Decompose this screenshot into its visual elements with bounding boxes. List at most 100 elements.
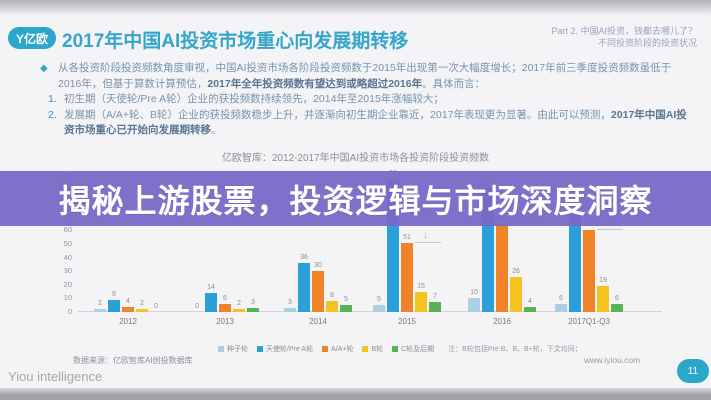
paragraph-text: 2017年全年投资频数有望达到或略超过2016年 [207,77,423,90]
paragraph-text: 。具体而言： [422,77,486,90]
yiou-logo: Y亿欧 [8,27,56,49]
y-axis-tick-label: 20 [63,279,72,289]
paragraph-text: 2017年中国AI投资市场重心已开始向发展期转移 [64,108,687,137]
bar [373,305,385,312]
bar [326,301,338,312]
legend-label: 天使轮/Pre A轮 [266,346,314,353]
bar [468,298,480,312]
legend-swatch [362,346,369,352]
page-number: 11 [687,365,699,377]
paragraph-text: 发展期（A/A+轮、B轮）企业的获投频数稳步上升，并逐渐向初生期企业靠近，201… [64,108,611,121]
bar-value-label: 4 [528,297,532,305]
bar-value-label: 0 [195,303,199,310]
bar-value-label: 6 [615,294,619,302]
legend-label: C轮及后期 [401,346,435,353]
numbered-item: 1. 初生期（天使轮/Pre A轮）企业的获投频数持续领先，2014年至2015年… [40,92,692,108]
bar [429,302,441,312]
overlay-banner-text: 揭秘上游股票，投资逻辑与市场深度洞察 [58,182,653,219]
y-axis-tick-label: 40 [63,252,72,262]
bar [611,303,623,312]
y-axis-tick-label: 30 [63,266,72,276]
bullet-item: ◆ 从各投资阶段投资频数角度审视，中国AI投资市场各阶段投资频数于2015年出现第… [40,61,692,92]
annotation-line [415,241,441,243]
bar-value-label: 5 [377,296,381,304]
bar [496,223,508,312]
legend-label: A/A+轮 [331,346,354,353]
bar [108,299,120,312]
slide-title: 2017年中国AI投资市场重心向发展期转移 [62,31,409,52]
legend-item: 种子轮 [218,344,248,354]
bar-value-label: 51 [403,233,411,241]
section-label-line1: Part 2. 中国AI投资，钱都去哪儿了？ [551,26,697,36]
bar-value-label: 9 [112,290,116,298]
x-axis-line [78,311,662,312]
bar [555,303,567,312]
website-url: www.iyiou.com [584,355,641,365]
bar-value-label: 0 [154,303,158,310]
bar-value-label: 4 [126,297,130,305]
photo-edge-bottom [0,388,711,400]
bar-value-label: 2 [237,300,241,308]
bar [510,276,522,312]
bar-value-label: 5 [344,296,348,304]
bar [136,309,148,312]
bar-value-label: 19 [599,277,607,285]
bar-value-label: 8 [330,292,334,300]
legend-swatch [218,346,224,352]
bar [415,291,427,312]
y-axis-tick-label: 10 [63,293,72,303]
x-axis-category-label: 2016 [493,317,511,326]
bar [122,306,134,312]
legend-swatch [322,346,329,352]
overlay-banner: 揭秘上游股票，投资逻辑与市场深度洞察 [0,171,711,226]
bar-value-label: 2 [98,300,102,308]
legend-item: C轮及后期 [392,344,434,354]
legend-label: 种子轮 [227,346,248,353]
legend-item: 天使轮/Pre A轮 [257,344,313,354]
bar-value-label: 14 [207,283,215,291]
x-axis-category-label: 2013 [216,317,234,326]
bar [205,292,217,312]
page-number-badge: 11 [677,359,709,383]
x-axis-category-label: 2017Q1-Q3 [568,317,610,326]
section-label: Part 2. 中国AI投资，钱都去哪儿了？ 不同投资阶段的投资状况 [551,25,697,49]
list-number: 2. [48,108,57,121]
y-axis-tick-label: 60 [63,225,72,235]
diamond-bullet-icon: ◆ [40,63,48,74]
x-axis-category-label: 2015 [398,317,416,326]
bar [583,230,595,312]
bar [524,306,536,312]
body-paragraph: ◆ 从各投资阶段投资频数角度审视，中国AI投资市场各阶段投资频数于2015年出现第… [40,61,692,139]
bar-value-label: 36 [300,254,308,262]
bar [340,305,352,312]
x-axis-category-label: 2012 [119,317,137,326]
paragraph-text: 初生期（天使轮/Pre A轮）企业的获投频数持续领先，2014年至2015年涨幅… [64,93,444,105]
x-axis-category-label: 2014 [309,317,327,326]
bar-value-label: 30 [314,262,322,270]
bar-value-label: 7 [433,293,437,301]
chart-legend: 种子轮 天使轮/Pre A轮 A/A+轮 B轮 C轮及后期 注：B轮包括Pre B、B、B… [218,344,582,354]
bar-value-label: 3 [251,298,255,306]
bar [401,242,413,312]
paragraph-text: 从各投资阶段投资频数角度审视，中国AI投资市场各阶段投资频数于2015年出现第一… [58,62,672,90]
y-axis-tick-label: 50 [63,239,72,248]
bar-value-label: 6 [559,294,563,302]
bar [94,309,106,312]
numbered-item: 2. 发展期（A/A+轮、B轮）企业的获投频数稳步上升，并逐渐向初生期企业靠近，2… [40,108,692,139]
paragraph-text: 。 [211,124,222,136]
legend-item: B轮 [362,344,383,354]
watermark-text: Yiou intelligence [8,369,103,384]
bar [284,307,296,312]
chart-title: 亿欧智库：2012-2017年中国AI投资市场各投资阶段投资频数 [221,153,490,164]
bar [219,303,231,312]
bar-value-label: 10 [470,289,478,297]
bar-value-label: 3 [288,298,292,306]
data-source-note: 数据来源：亿欧智库AI创投数据库 [73,356,193,365]
y-axis-tick-label: 0 [67,307,72,316]
bar [233,309,245,312]
bar [597,286,609,312]
bar [298,263,310,312]
legend-label: B轮 [371,346,384,353]
bar [569,215,581,312]
